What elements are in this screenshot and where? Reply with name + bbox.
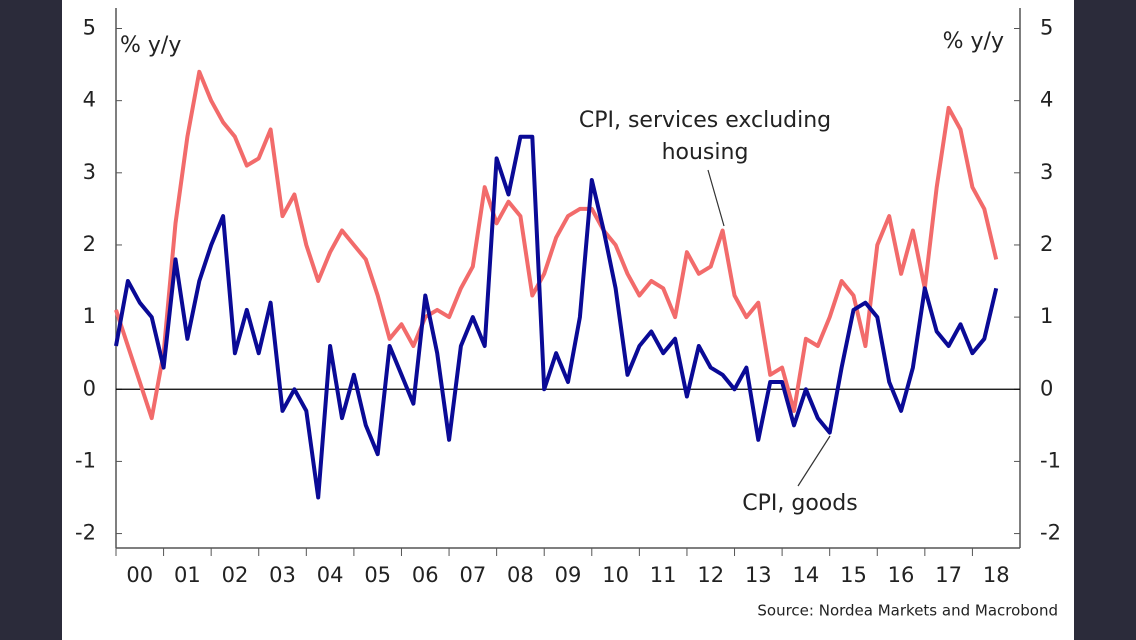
x-tick-label: 03 <box>269 563 296 587</box>
y2-tick-label: 4 <box>1040 88 1053 112</box>
annotation: housing <box>662 140 749 165</box>
x-tick-label: 13 <box>745 563 772 587</box>
y-tick-label: 5 <box>83 16 96 40</box>
x-tick-label: 00 <box>126 563 153 587</box>
y-tick-label: 0 <box>83 376 96 400</box>
y2-tick-label: -2 <box>1040 521 1061 545</box>
y2-tick-label: 1 <box>1040 304 1053 328</box>
annotation: CPI, services excluding <box>579 108 831 133</box>
x-tick-label: 01 <box>174 563 201 587</box>
x-tick-label: 10 <box>602 563 629 587</box>
x-tick-label: 12 <box>697 563 724 587</box>
x-tick-label: 09 <box>555 563 582 587</box>
y-tick-label: -1 <box>75 448 96 472</box>
y2-tick-label: 5 <box>1040 16 1053 40</box>
y-axis-label: % y/y <box>120 33 181 58</box>
y2-axis-label: % y/y <box>943 29 1004 54</box>
x-tick-label: 14 <box>793 563 820 587</box>
annotation-arrow <box>707 169 725 227</box>
y2-tick-label: 2 <box>1040 232 1053 256</box>
x-tick-label: 16 <box>888 563 915 587</box>
x-tick-label: 08 <box>507 563 534 587</box>
x-tick-label: 11 <box>650 563 677 587</box>
y-tick-label: 1 <box>83 304 96 328</box>
source-note: Source: Nordea Markets and Macrobond <box>757 602 1058 620</box>
y2-tick-label: 3 <box>1040 160 1053 184</box>
series-line <box>114 69 999 421</box>
x-tick-label: 05 <box>364 563 391 587</box>
y-tick-label: 4 <box>83 88 96 112</box>
chart-background <box>62 0 1074 640</box>
annotation: CPI, goods <box>742 491 857 516</box>
series-line <box>114 134 999 500</box>
x-tick-label: 04 <box>317 563 344 587</box>
x-tick-label: 15 <box>840 563 867 587</box>
x-tick-label: 02 <box>222 563 249 587</box>
y2-tick-label: 0 <box>1040 376 1053 400</box>
x-tick-label: 06 <box>412 563 439 587</box>
x-tick-label: 07 <box>459 563 486 587</box>
annotation-arrow <box>797 435 831 487</box>
x-tick-label: 17 <box>935 563 962 587</box>
y-tick-label: 3 <box>83 160 96 184</box>
y2-tick-label: -1 <box>1040 448 1061 472</box>
x-tick-label: 18 <box>983 563 1010 587</box>
y-tick-label: 2 <box>83 232 96 256</box>
y-tick-label: -2 <box>75 521 96 545</box>
